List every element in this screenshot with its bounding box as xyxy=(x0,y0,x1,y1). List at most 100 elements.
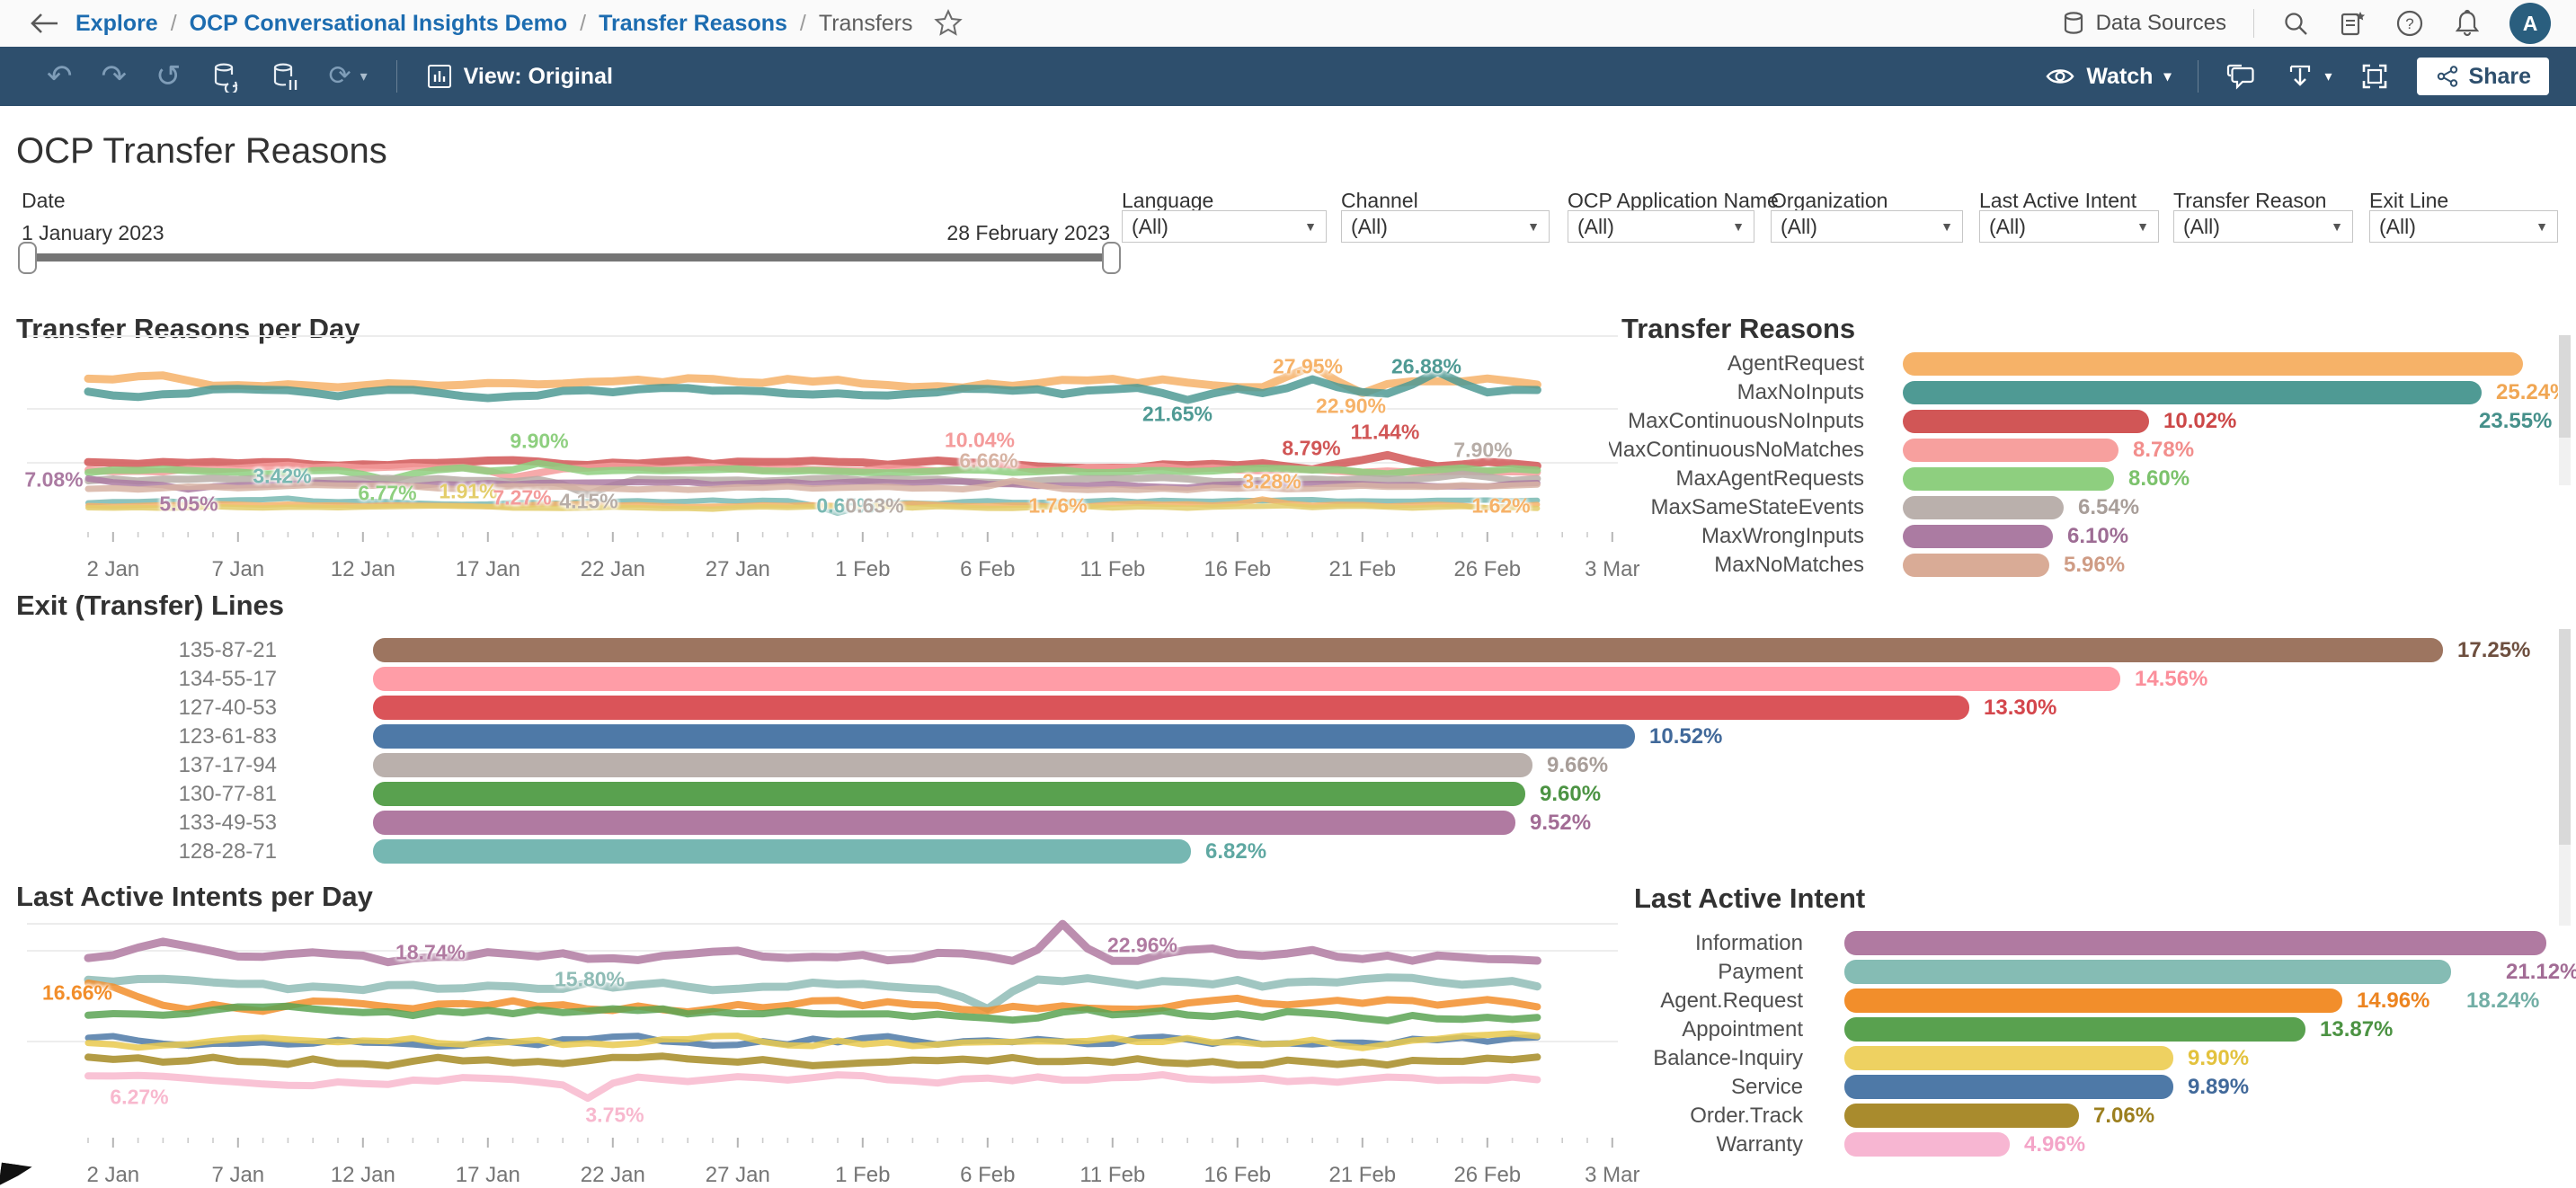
bar-balance-inquiry[interactable] xyxy=(1844,1046,2173,1070)
bar-123-61-83[interactable] xyxy=(373,724,1635,749)
fullscreen-icon[interactable] xyxy=(2359,61,2390,92)
refresh-data-icon[interactable] xyxy=(210,60,241,93)
line-series-maxsamestateevents xyxy=(84,470,1541,499)
back-icon[interactable] xyxy=(27,9,63,38)
bar-maxcontinuousnomatches[interactable] xyxy=(1903,439,2119,462)
share-label: Share xyxy=(2468,63,2531,89)
filter-label-channel: Channel xyxy=(1341,189,1418,212)
filter-dropdown-ocp-application-name[interactable]: (All) ▼ xyxy=(1568,210,1754,243)
bar-127-40-53[interactable] xyxy=(373,696,1969,720)
line-series-unlabeled-orange xyxy=(85,496,1541,511)
bar-row-label-information: Information xyxy=(1694,931,1803,955)
line-series-maxnoinputs xyxy=(84,368,1541,404)
filter-value: (All) xyxy=(1577,214,1614,238)
scrollbar-thumb[interactable] xyxy=(2559,629,2571,845)
view-original-button[interactable]: View: Original xyxy=(426,63,613,90)
breadcrumb-item-ocp-conversational-insights-demo[interactable]: OCP Conversational Insights Demo xyxy=(189,10,568,36)
bar-payment[interactable] xyxy=(1844,960,2451,984)
axis-tick-label: 6 Feb xyxy=(960,557,1016,581)
bar-service[interactable] xyxy=(1844,1075,2173,1099)
database-icon xyxy=(2064,12,2083,34)
axis-tick-label: 11 Feb xyxy=(1079,557,1146,581)
bar-maxnomatches[interactable] xyxy=(1903,554,2049,577)
bar-130-77-81[interactable] xyxy=(373,782,1525,806)
search-icon[interactable] xyxy=(2281,9,2310,38)
bar-row-label-123-61-83: 123-61-83 xyxy=(178,724,277,749)
bar-value-agent-request: 14.96% xyxy=(2357,989,2430,1013)
undo-icon[interactable]: ↶ xyxy=(47,59,73,93)
bar-agentrequest[interactable] xyxy=(1903,352,2523,376)
redo-icon[interactable]: ↷ xyxy=(101,59,128,93)
share-button[interactable]: Share xyxy=(2416,58,2549,95)
bar-chart-last-active-intent: Information 21.12% Payment 18.24% Agent.Requ… xyxy=(1609,872,2576,1188)
date-slider-handle-start[interactable] xyxy=(18,242,37,274)
bar-appointment[interactable] xyxy=(1844,1017,2305,1042)
filter-dropdown-last-active-intent[interactable]: (All) ▼ xyxy=(1979,210,2159,243)
date-slider-handle-end[interactable] xyxy=(1102,242,1121,274)
bar-warranty[interactable] xyxy=(1844,1132,2010,1157)
scrollbar-thumb[interactable] xyxy=(2559,335,2571,438)
line-series-maxnomatches xyxy=(84,477,1541,493)
comments-icon[interactable] xyxy=(2225,61,2258,92)
avatar[interactable]: A xyxy=(2509,3,2551,44)
breadcrumb-item-transfer-reasons[interactable]: Transfer Reasons xyxy=(599,10,787,36)
data-label: 6.27% xyxy=(110,1085,169,1109)
section-title-last-active-intents-per-day: Last Active Intents per Day xyxy=(16,881,373,912)
run-update-icon[interactable]: ⟳ xyxy=(328,61,351,91)
download-icon[interactable] xyxy=(2285,61,2315,92)
notifications-bell-icon[interactable] xyxy=(2452,8,2483,39)
bar-maxnoinputs[interactable] xyxy=(1903,381,2482,404)
bar-133-49-53[interactable] xyxy=(373,811,1515,835)
bar-value-maxcontinuousnoinputs: 10.02% xyxy=(2163,409,2237,433)
transfer-reasons-scrollbar[interactable] xyxy=(2559,335,2571,485)
exit-lines-scrollbar[interactable] xyxy=(2559,629,2571,926)
bar-value-order-track: 7.06% xyxy=(2093,1104,2155,1128)
bar-agent-request[interactable] xyxy=(1844,989,2342,1013)
watch-label: Watch xyxy=(2086,63,2154,89)
date-range-slider[interactable] xyxy=(27,253,1106,262)
bar-maxagentrequests[interactable] xyxy=(1903,467,2114,491)
bar-maxsamestateevents[interactable] xyxy=(1903,496,2064,519)
bar-value-appointment: 13.87% xyxy=(2320,1017,2394,1042)
filter-dropdown-language[interactable]: (All) ▼ xyxy=(1122,210,1327,243)
filter-dropdown-transfer-reason[interactable]: (All) ▼ xyxy=(2173,210,2353,243)
data-label: 7.90% xyxy=(1453,438,1513,462)
section-title-transfer-reasons-per-day: Transfer Reasons per Day xyxy=(16,313,360,344)
download-caret-icon[interactable]: ▾ xyxy=(2324,69,2332,84)
bar-value-maxagentrequests: 8.60% xyxy=(2128,466,2190,491)
line-series-maxagentrequests xyxy=(84,459,1541,484)
filter-dropdown-channel[interactable]: (All) ▼ xyxy=(1341,210,1550,243)
bar-order-track[interactable] xyxy=(1844,1104,2079,1128)
help-icon[interactable]: ? xyxy=(2394,8,2425,39)
bar-137-17-94[interactable] xyxy=(373,753,1532,777)
bar-row-label-maxnoinputs: MaxNoInputs xyxy=(1737,380,1864,404)
pause-updates-icon[interactable] xyxy=(270,60,300,93)
eye-icon xyxy=(2046,69,2074,84)
bar-maxcontinuousnoinputs[interactable] xyxy=(1903,410,2149,433)
axis-tick-label: 16 Feb xyxy=(1204,1163,1272,1187)
bar-maxwronginputs[interactable] xyxy=(1903,525,2053,548)
data-label: 5.05% xyxy=(159,492,218,516)
breadcrumb-item-transfers: Transfers xyxy=(818,10,913,36)
line-series-appointment xyxy=(84,1002,1541,1024)
bar-134-55-17[interactable] xyxy=(373,667,2120,691)
watch-button[interactable]: Watch ▾ xyxy=(2045,64,2171,90)
data-label: 22.96% xyxy=(1106,933,1178,957)
watch-caret-icon: ▾ xyxy=(2163,69,2172,84)
filter-dropdown-organization[interactable]: (All) ▼ xyxy=(1771,210,1963,243)
filter-dropdown-exit-line[interactable]: (All) ▼ xyxy=(2369,210,2558,243)
custom-views-icon[interactable] xyxy=(2337,8,2367,39)
favorite-star-icon[interactable] xyxy=(933,8,964,39)
section-title-exit-transfer-lines: Exit (Transfer) Lines xyxy=(16,590,285,621)
breadcrumb-item-explore[interactable]: Explore xyxy=(76,10,158,36)
data-sources-button[interactable]: Data Sources xyxy=(2060,9,2226,38)
bar-135-87-21[interactable] xyxy=(373,638,2443,662)
bar-128-28-71[interactable] xyxy=(373,839,1191,864)
revert-icon[interactable]: ↺ xyxy=(155,59,182,93)
bar-row-label-maxwronginputs: MaxWrongInputs xyxy=(1701,524,1864,548)
bar-information[interactable] xyxy=(1844,931,2546,955)
divider xyxy=(395,60,397,93)
filter-value: (All) xyxy=(2183,214,2220,238)
run-update-caret-icon[interactable]: ▾ xyxy=(360,69,368,84)
